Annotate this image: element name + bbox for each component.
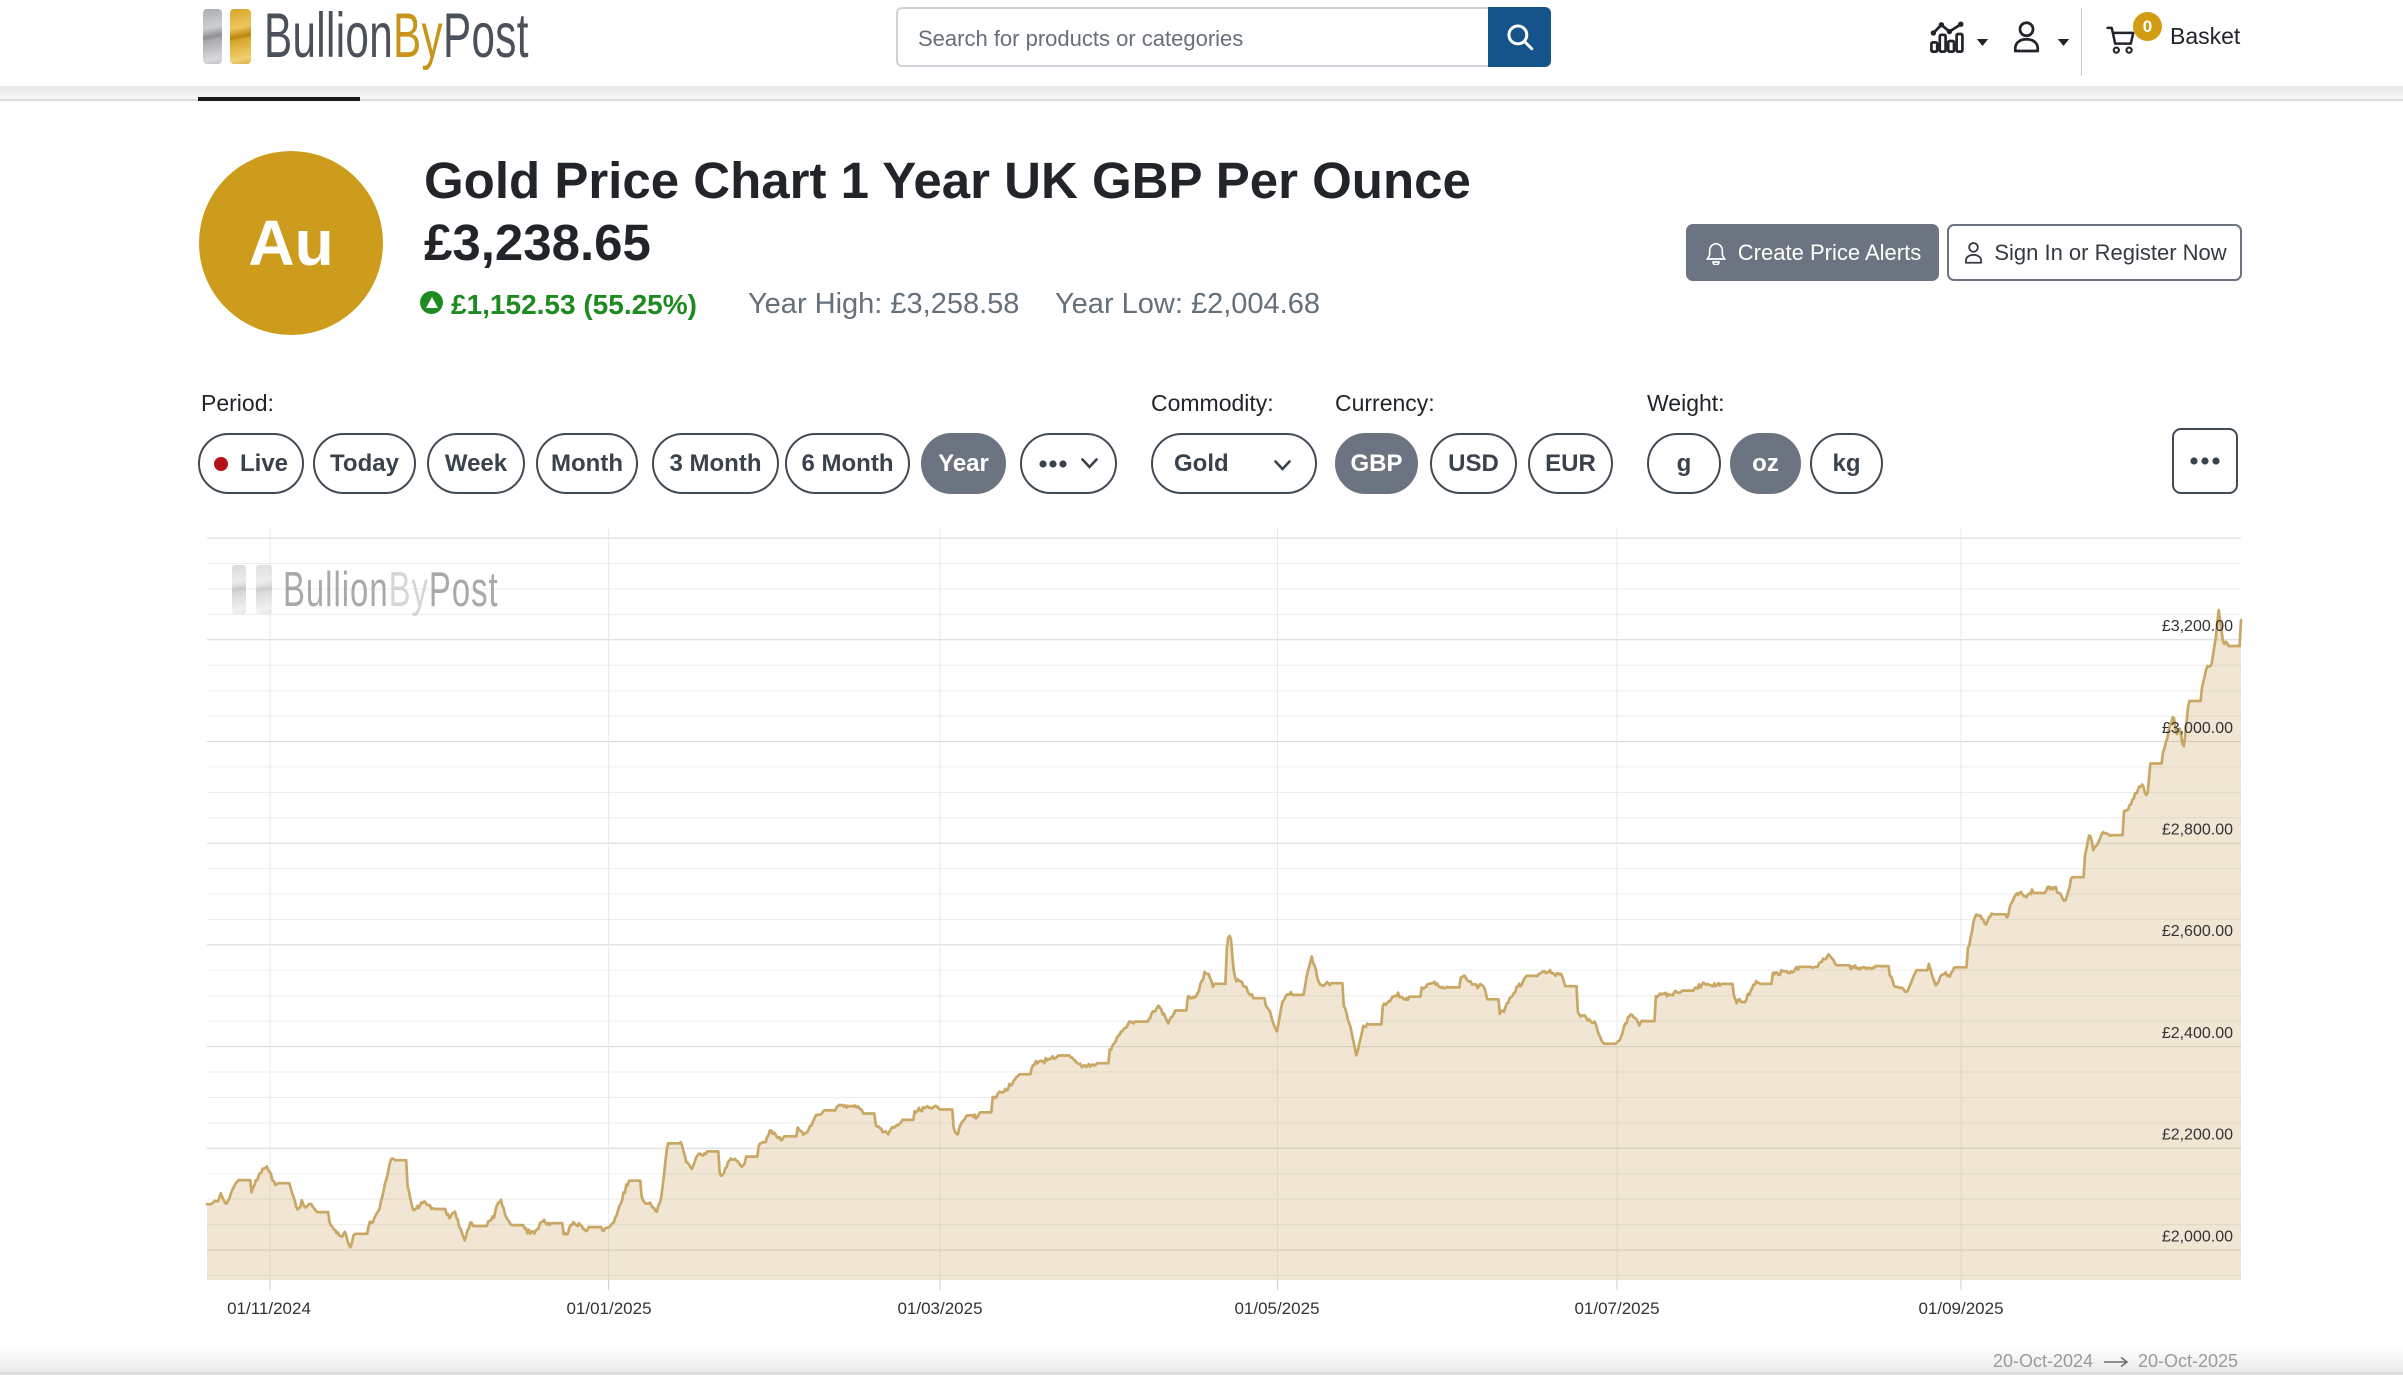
svg-text:£2,400.00: £2,400.00 <box>2162 1025 2233 1042</box>
svg-text:£2,200.00: £2,200.00 <box>2162 1127 2233 1144</box>
svg-text:£2,000.00: £2,000.00 <box>2162 1228 2233 1245</box>
svg-text:01/03/2025: 01/03/2025 <box>897 1299 982 1318</box>
svg-text:01/01/2025: 01/01/2025 <box>566 1299 651 1318</box>
svg-text:01/07/2025: 01/07/2025 <box>1574 1299 1659 1318</box>
svg-text:01/11/2024: 01/11/2024 <box>227 1299 311 1318</box>
svg-text:01/09/2025: 01/09/2025 <box>1918 1299 2003 1318</box>
svg-text:£2,600.00: £2,600.00 <box>2162 923 2233 940</box>
svg-text:£2,800.00: £2,800.00 <box>2162 822 2233 839</box>
svg-text:£3,200.00: £3,200.00 <box>2162 618 2233 635</box>
svg-text:01/05/2025: 01/05/2025 <box>1234 1299 1319 1318</box>
svg-text:£3,000.00: £3,000.00 <box>2162 720 2233 737</box>
